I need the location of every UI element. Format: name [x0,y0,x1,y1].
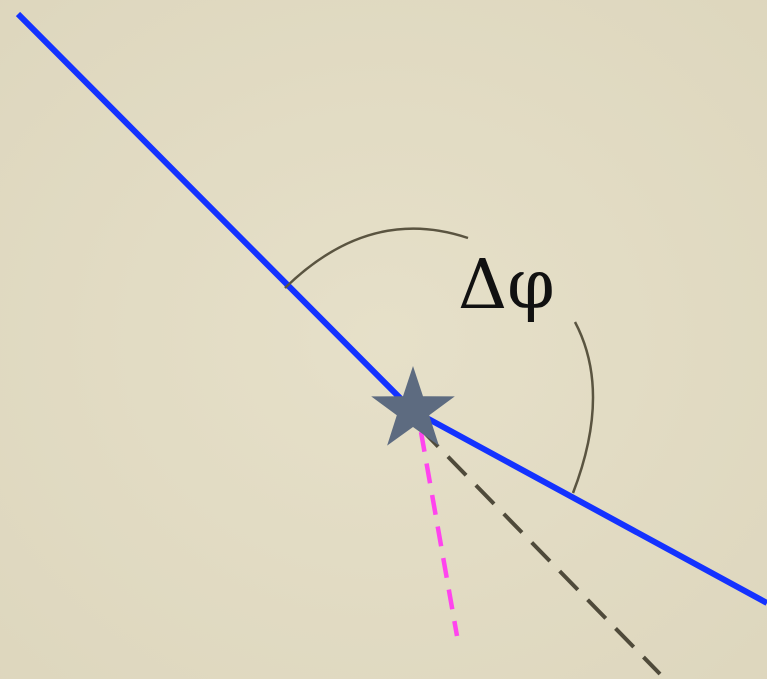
angle-arc [284,227,469,289]
dashed-magenta-line [418,431,460,637]
dashed-line [418,426,662,676]
angle-label: Δφ [458,246,555,325]
star [371,366,455,446]
angle-arc [571,321,595,494]
